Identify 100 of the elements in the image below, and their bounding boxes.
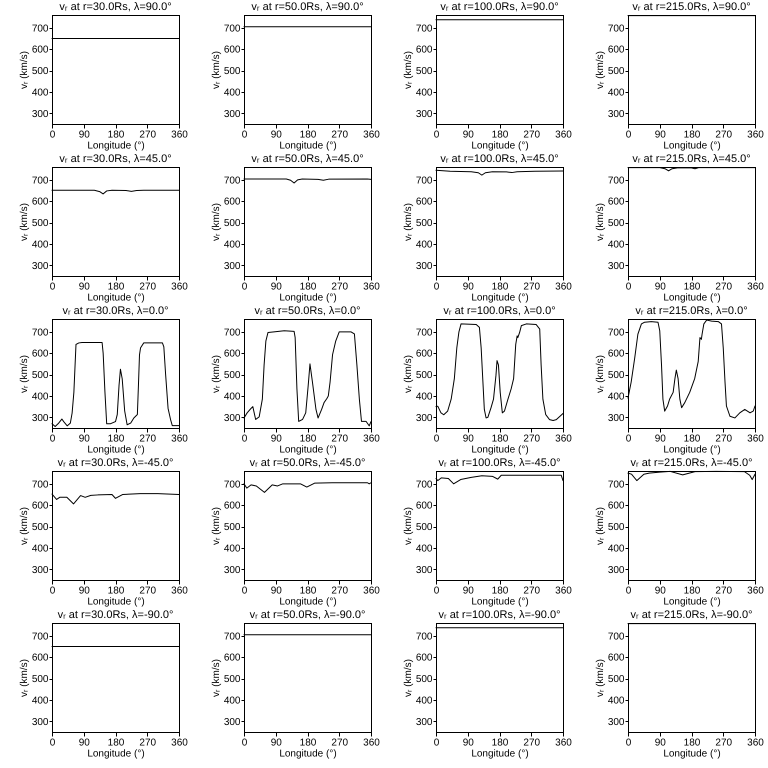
y-tick-label: 300 <box>224 716 241 728</box>
y-tick-label: 600 <box>608 500 625 512</box>
y-tick-label: 300 <box>608 716 625 728</box>
chart-title: vᵣ at r=50.0Rs, λ=45.0° <box>251 153 364 165</box>
y-tick-label: 700 <box>32 479 49 490</box>
y-axis-title: vᵣ (km/s) <box>210 507 222 545</box>
chart-title: vᵣ at r=50.0Rs, λ=90.0° <box>251 1 364 13</box>
x-tick-label: 180 <box>492 586 509 596</box>
x-tick-label: 270 <box>715 738 733 748</box>
y-axis-title: vᵣ (km/s) <box>594 51 606 89</box>
x-axis-title: Longitude (°) <box>663 596 721 608</box>
y-axis-title: vᵣ (km/s) <box>402 203 414 241</box>
x-tick-label: 90 <box>270 282 282 292</box>
y-axis-title: vᵣ (km/s) <box>594 507 606 545</box>
x-tick-label: 90 <box>78 586 90 596</box>
y-tick-label: 700 <box>608 631 625 642</box>
chart-title: vᵣ at r=50.0Rs, λ=0.0° <box>254 305 361 317</box>
y-tick-label: 600 <box>416 500 433 512</box>
x-axis-title: Longitude (°) <box>87 140 145 152</box>
x-tick-label: 90 <box>654 738 666 748</box>
x-tick-label: 90 <box>462 586 474 596</box>
x-tick-label: 270 <box>715 586 733 596</box>
x-tick-label: 180 <box>108 738 125 748</box>
y-axis-title: vᵣ (km/s) <box>594 659 606 697</box>
y-tick-label: 500 <box>32 370 49 382</box>
x-tick-label: 0 <box>242 282 248 292</box>
y-axis-title: vᵣ (km/s) <box>210 51 222 89</box>
x-tick-label: 360 <box>555 434 572 444</box>
y-tick-label: 600 <box>416 652 433 664</box>
x-tick-label: 270 <box>715 130 733 140</box>
y-tick-label: 500 <box>224 522 241 534</box>
x-axis-title: Longitude (°) <box>279 292 337 304</box>
y-tick-label: 300 <box>416 412 433 424</box>
x-axis-title: Longitude (°) <box>279 444 337 456</box>
x-tick-label: 180 <box>684 434 701 444</box>
x-tick-label: 0 <box>434 130 440 140</box>
x-tick-label: 270 <box>523 282 541 292</box>
x-tick-label: 180 <box>684 738 701 748</box>
x-tick-label: 360 <box>555 282 572 292</box>
y-tick-label: 700 <box>608 175 625 186</box>
x-axis-title: Longitude (°) <box>279 596 337 608</box>
x-tick-label: 270 <box>523 586 541 596</box>
x-tick-label: 270 <box>139 130 157 140</box>
x-tick-label: 360 <box>555 130 572 140</box>
y-tick-label: 400 <box>608 87 625 98</box>
x-tick-label: 0 <box>434 282 440 292</box>
chart-title: vᵣ at r=30.0Rs, λ=-90.0° <box>58 609 174 621</box>
y-tick-label: 500 <box>32 66 49 78</box>
y-tick-label: 700 <box>608 327 625 338</box>
y-tick-label: 400 <box>416 695 433 706</box>
x-tick-label: 270 <box>715 282 733 292</box>
y-tick-label: 600 <box>416 44 433 56</box>
y-tick-label: 400 <box>608 239 625 250</box>
x-tick-label: 90 <box>462 282 474 292</box>
x-tick-label: 180 <box>108 130 125 140</box>
x-tick-label: 270 <box>523 738 541 748</box>
x-tick-label: 180 <box>108 586 125 596</box>
y-tick-label: 600 <box>32 500 49 512</box>
y-axis-title: vᵣ (km/s) <box>210 659 222 697</box>
x-tick-label: 360 <box>747 130 764 140</box>
y-tick-label: 400 <box>608 543 625 554</box>
y-tick-label: 600 <box>224 196 241 208</box>
y-tick-label: 500 <box>32 522 49 534</box>
x-tick-label: 90 <box>78 130 90 140</box>
x-tick-label: 360 <box>747 586 764 596</box>
y-tick-label: 700 <box>608 479 625 490</box>
y-tick-label: 600 <box>224 500 241 512</box>
y-axis-title: vᵣ (km/s) <box>402 507 414 545</box>
y-tick-label: 700 <box>32 631 49 642</box>
x-tick-label: 90 <box>462 738 474 748</box>
y-tick-label: 700 <box>32 23 49 34</box>
x-tick-label: 360 <box>171 282 188 292</box>
chart-title: vᵣ at r=30.0Rs, λ=0.0° <box>62 305 169 317</box>
x-tick-label: 180 <box>300 586 317 596</box>
y-axis-title: vᵣ (km/s) <box>402 355 414 393</box>
y-tick-label: 300 <box>608 260 625 272</box>
y-tick-label: 500 <box>416 66 433 78</box>
y-tick-label: 400 <box>416 87 433 98</box>
x-axis-title: Longitude (°) <box>87 596 145 608</box>
x-tick-label: 0 <box>626 434 632 444</box>
x-tick-label: 270 <box>523 130 541 140</box>
x-tick-label: 90 <box>270 586 282 596</box>
x-tick-label: 180 <box>684 282 701 292</box>
y-tick-label: 400 <box>32 239 49 250</box>
x-tick-label: 180 <box>108 434 125 444</box>
x-tick-label: 360 <box>363 282 380 292</box>
x-tick-label: 360 <box>555 586 572 596</box>
x-tick-label: 0 <box>242 738 248 748</box>
x-tick-label: 0 <box>626 738 632 748</box>
x-axis-title: Longitude (°) <box>663 444 721 456</box>
y-tick-label: 600 <box>416 196 433 208</box>
x-tick-label: 180 <box>492 130 509 140</box>
x-tick-label: 90 <box>78 282 90 292</box>
y-tick-label: 700 <box>32 327 49 338</box>
y-tick-label: 600 <box>32 652 49 664</box>
x-tick-label: 90 <box>270 434 282 444</box>
y-tick-label: 500 <box>224 370 241 382</box>
y-tick-label: 500 <box>608 522 625 534</box>
x-tick-label: 180 <box>108 282 125 292</box>
x-axis-title: Longitude (°) <box>471 444 529 456</box>
